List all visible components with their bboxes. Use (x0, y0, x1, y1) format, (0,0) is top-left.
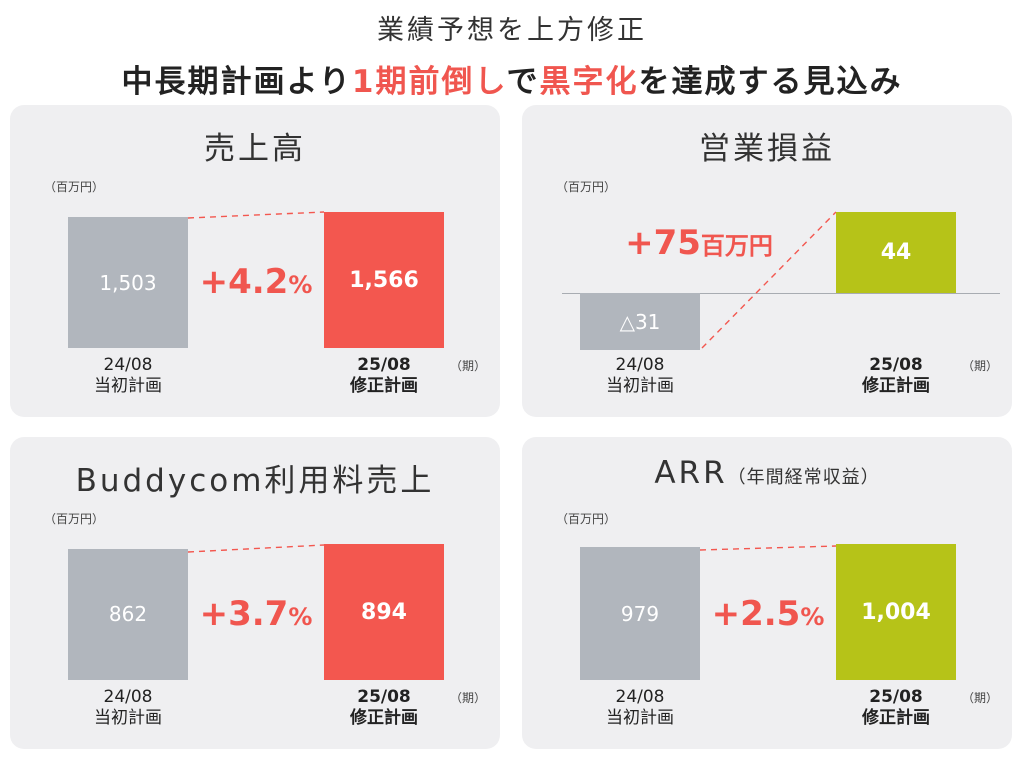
sales-chart-panel: 売上高 （百万円） 1,503 1,566 +4.2% 24/08 当初計画 25… (10, 105, 500, 417)
arr-x-label-revised-year: 25/08 (869, 687, 923, 707)
arr-x-label-revised-plan: 修正計画 (862, 708, 930, 728)
operating-income-bar-revised-value: 44 (880, 240, 912, 265)
buddycom-revenue-bar-revised-plan: 894 (324, 544, 444, 680)
operating-income-connector (701, 211, 837, 349)
buddycom-revenue-x-label-revised: 25/08 修正計画 (314, 687, 454, 729)
arr-chart-title: ARR（年間経常収益） (522, 455, 1012, 491)
sales-x-label-initial-year: 24/08 (103, 355, 153, 375)
operating-income-x-label-revised-plan: 修正計画 (862, 376, 930, 396)
operating-income-zero-line (562, 293, 1000, 294)
operating-income-change-value: +75 (625, 223, 701, 263)
operating-income-x-label-initial: 24/08 当初計画 (570, 355, 710, 397)
subheadline-part-1: 中長期計画より (121, 64, 352, 100)
operating-income-chart-title: 営業損益 (699, 131, 835, 167)
buddycom-revenue-period-label: （期） (449, 691, 486, 705)
buddycom-revenue-x-label-initial-plan: 当初計画 (94, 708, 162, 728)
operating-income-change-unit: 百万円 (700, 232, 773, 260)
operating-income-x-label-initial-plan: 当初計画 (606, 376, 674, 396)
operating-income-change-label: +75百万円 (614, 223, 784, 263)
operating-income-unit-label: （百万円） (556, 180, 617, 194)
arr-bar-initial-value: 979 (620, 601, 660, 626)
operating-income-bar-initial-plan: △31 (580, 293, 700, 351)
sales-x-label-revised-year: 25/08 (357, 355, 411, 375)
operating-income-connector-line (701, 211, 837, 349)
arr-x-label-initial-plan: 当初計画 (606, 708, 674, 728)
subheadline: 中長期計画より1期前倒しで黒字化を達成する見込み (0, 56, 1024, 101)
operating-income-period-label: （期） (961, 359, 998, 373)
arr-bar-revised-value: 1,004 (861, 599, 931, 625)
sales-change-unit: % (288, 271, 313, 299)
arr-unit-label: （百万円） (556, 512, 617, 526)
arr-change-label: +2.5% (702, 594, 834, 634)
buddycom-revenue-connector (187, 544, 325, 553)
buddycom-revenue-change-label: +3.7% (190, 594, 322, 634)
sales-x-label-initial-plan: 当初計画 (94, 376, 162, 396)
sales-connector-line (187, 211, 325, 219)
sales-change-label: +4.2% (190, 262, 322, 302)
operating-income-chart-panel: 営業損益 （百万円） △31 44 +75百万円 24/08 当初計画 25/08… (522, 105, 1012, 417)
buddycom-revenue-change-unit: % (288, 603, 313, 631)
sales-period-label: （期） (449, 359, 486, 373)
arr-bar-revised-plan: 1,004 (836, 544, 956, 680)
sales-x-label-revised: 25/08 修正計画 (314, 355, 454, 397)
sales-bar-initial-value: 1,503 (99, 270, 157, 295)
subheadline-part-3: を達成する見込み (638, 64, 903, 100)
buddycom-revenue-x-label-revised-year: 25/08 (357, 687, 411, 707)
arr-change-value: +2.5 (711, 594, 801, 634)
sales-bar-revised-plan: 1,566 (324, 212, 444, 348)
arr-x-label-initial-year: 24/08 (615, 687, 665, 707)
arr-bar-initial-plan: 979 (580, 547, 700, 680)
subheadline-highlight-2: 黒字化 (539, 64, 639, 100)
sales-x-label-initial: 24/08 当初計画 (58, 355, 198, 397)
buddycom-revenue-bar-initial-plan: 862 (68, 548, 188, 680)
sales-unit-label: （百万円） (44, 180, 105, 194)
operating-income-x-label-revised: 25/08 修正計画 (826, 355, 966, 397)
buddycom-revenue-bar-revised-value: 894 (361, 599, 407, 625)
sales-bar-revised-value: 1,566 (349, 267, 419, 293)
operating-income-x-label-initial-year: 24/08 (615, 355, 665, 375)
buddycom-revenue-chart-title: Buddycom利用料売上 (75, 463, 435, 499)
buddycom-revenue-unit-label: （百万円） (44, 512, 105, 526)
sales-bar-initial-plan: 1,503 (68, 217, 188, 348)
operating-income-x-label-revised-year: 25/08 (869, 355, 923, 375)
arr-period-label: （期） (961, 691, 998, 705)
sales-connector (187, 211, 325, 219)
buddycom-revenue-bar-initial-value: 862 (108, 602, 148, 627)
arr-connector-line (699, 545, 837, 551)
buddycom-revenue-x-label-initial: 24/08 当初計画 (58, 687, 198, 729)
sales-change-value: +4.2 (199, 262, 289, 302)
arr-chart-panel: ARR（年間経常収益） （百万円） 979 1,004 +2.5% 24/08 当… (522, 437, 1012, 749)
buddycom-revenue-change-value: +3.7 (199, 594, 289, 634)
buddycom-revenue-chart-panel: Buddycom利用料売上 （百万円） 862 894 +3.7% 24/08 当… (10, 437, 500, 749)
buddycom-revenue-x-label-initial-year: 24/08 (103, 687, 153, 707)
arr-chart-title-sub: （年間経常収益） (727, 467, 880, 488)
sales-chart-title: 売上高 (204, 131, 306, 167)
headline: 業績予想を上方修正 (377, 15, 647, 46)
operating-income-bar-initial-value: △31 (619, 309, 661, 334)
sales-x-label-revised-plan: 修正計画 (350, 376, 418, 396)
subheadline-highlight-1: 1期前倒し (351, 64, 507, 100)
operating-income-bar-revised-plan: 44 (836, 212, 956, 293)
arr-connector (699, 545, 837, 551)
subheadline-part-2: で (506, 64, 540, 100)
buddycom-revenue-x-label-revised-plan: 修正計画 (350, 708, 418, 728)
arr-x-label-revised: 25/08 修正計画 (826, 687, 966, 729)
buddycom-revenue-connector-line (187, 544, 325, 553)
arr-change-unit: % (800, 603, 825, 631)
arr-x-label-initial: 24/08 当初計画 (570, 687, 710, 729)
arr-chart-title-main: ARR (654, 455, 728, 491)
